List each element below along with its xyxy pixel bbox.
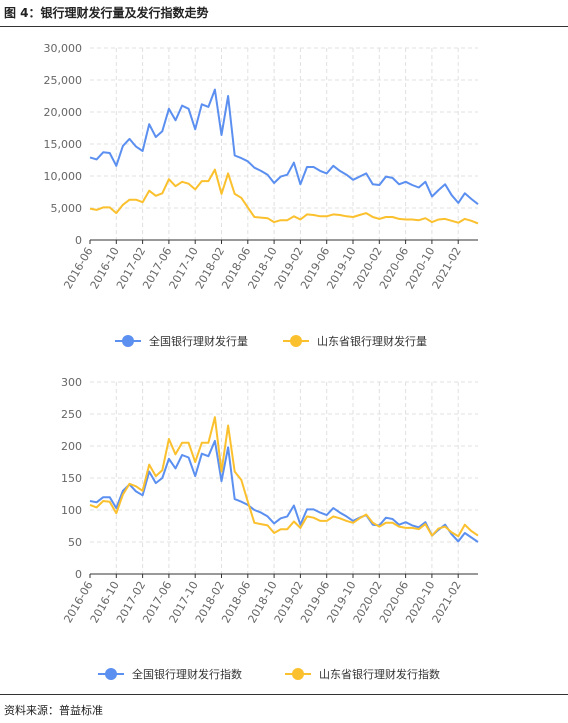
y-tick-label: 150 bbox=[61, 472, 82, 485]
legend-dot-icon bbox=[105, 668, 117, 680]
legend-item-national[interactable]: 全国银行理财发行量 bbox=[115, 334, 248, 348]
y-tick-label: 200 bbox=[61, 440, 82, 453]
top-rule bbox=[0, 26, 568, 27]
y-tick-label: 5,000 bbox=[51, 202, 83, 215]
y-tick-label: 15,000 bbox=[44, 138, 83, 151]
x-axis: 2016-062016-102017-022017-062017-102018-… bbox=[61, 239, 478, 291]
y-tick-label: 50 bbox=[68, 536, 82, 549]
legend-item-shandong[interactable]: 山东省银行理财发行量 bbox=[283, 334, 427, 348]
y-tick-label: 0 bbox=[75, 568, 82, 581]
source-note: 资料来源：普益标准 bbox=[4, 704, 103, 717]
legend-label: 山东省银行理财发行量 bbox=[317, 334, 427, 348]
grid-lines bbox=[90, 381, 478, 574]
bottom-rule bbox=[0, 694, 568, 695]
issuance-volume-chart: 0 5,000 10,000 15,000 20,000 25,000 30,000 2016… bbox=[44, 42, 479, 348]
series-line-shandong bbox=[89, 416, 479, 538]
grid-lines bbox=[90, 47, 478, 240]
legend-dot-icon bbox=[290, 335, 302, 347]
y-axis: 0 5,000 10,000 15,000 20,000 25,000 30,000 bbox=[44, 42, 83, 247]
x-axis: 2016-062016-102017-022017-062017-102018-… bbox=[61, 573, 478, 625]
legend-dot-icon bbox=[122, 335, 134, 347]
y-axis: 0 50 100 150 200 250 300 bbox=[61, 376, 82, 581]
issuance-index-chart: 0 50 100 150 200 250 300 2016-062016-102017-022… bbox=[61, 376, 479, 681]
series-line-national bbox=[89, 439, 479, 543]
y-tick-label: 250 bbox=[61, 408, 82, 421]
y-tick-label: 30,000 bbox=[44, 42, 83, 55]
legend[interactable]: 全国银行理财发行量 山东省银行理财发行量 bbox=[115, 334, 427, 348]
y-tick-label: 100 bbox=[61, 504, 82, 517]
y-tick-label: 25,000 bbox=[44, 74, 83, 87]
series-line-national bbox=[89, 88, 479, 205]
y-tick-label: 0 bbox=[75, 234, 82, 247]
legend-label: 全国银行理财发行量 bbox=[149, 334, 248, 348]
y-tick-label: 300 bbox=[61, 376, 82, 389]
y-tick-label: 20,000 bbox=[44, 106, 83, 119]
y-tick-label: 10,000 bbox=[44, 170, 83, 183]
legend-label: 山东省银行理财发行指数 bbox=[319, 667, 440, 681]
figure-title: 图 4：银行理财发行量及发行指数走势 bbox=[4, 6, 209, 20]
legend-label: 全国银行理财发行指数 bbox=[132, 667, 242, 681]
legend-dot-icon bbox=[292, 668, 304, 680]
legend-item-shandong[interactable]: 山东省银行理财发行指数 bbox=[285, 667, 440, 681]
legend[interactable]: 全国银行理财发行指数 山东省银行理财发行指数 bbox=[98, 667, 440, 681]
legend-item-national[interactable]: 全国银行理财发行指数 bbox=[98, 667, 242, 681]
series-line-shandong bbox=[89, 168, 479, 225]
